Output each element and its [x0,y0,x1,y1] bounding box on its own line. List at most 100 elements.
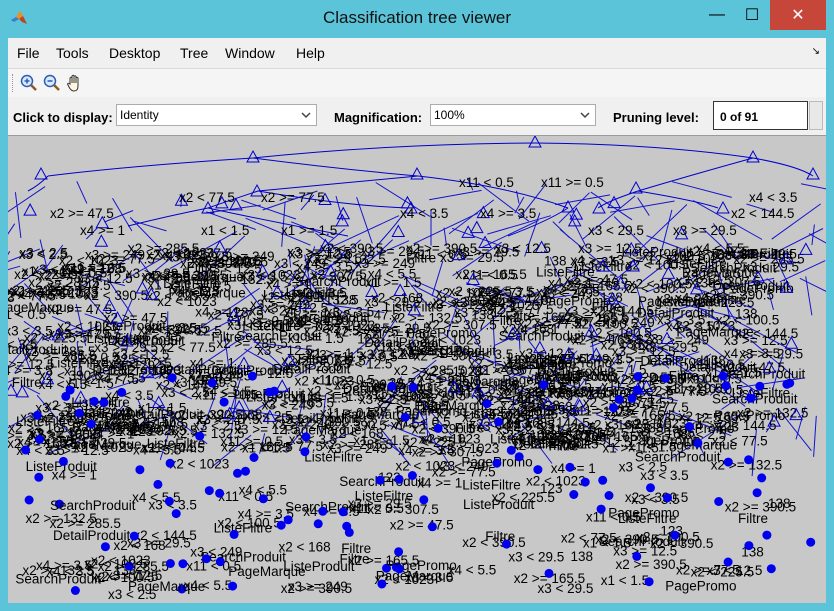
pan-hand-icon[interactable] [64,72,86,94]
split-node-icon[interactable] [471,384,486,397]
menu-tree[interactable]: Tree [180,45,209,61]
leaf-node-icon[interactable] [609,403,618,413]
leaf-node-icon[interactable] [746,393,756,403]
leaf-node-icon[interactable] [408,382,418,392]
split-node-icon[interactable] [229,197,243,211]
split-node-icon[interactable] [452,247,466,261]
leaf-node-icon[interactable] [215,488,225,498]
leaf-node-icon[interactable] [766,564,776,574]
leaf-node-icon[interactable] [394,547,404,557]
split-node-icon[interactable] [212,239,227,253]
split-node-icon[interactable] [779,280,794,293]
split-node-icon[interactable] [323,263,338,277]
leaf-node-icon[interactable] [744,455,754,465]
leaf-node-icon[interactable] [533,465,543,475]
leaf-node-icon[interactable] [178,559,188,569]
leaf-node-icon[interactable] [375,475,385,485]
title-bar[interactable]: Classification tree viewer — ☐ ✕ [0,0,834,38]
split-node-icon[interactable] [528,136,542,148]
leaf-node-icon[interactable] [387,381,397,391]
split-node-icon[interactable] [174,193,189,206]
split-node-icon[interactable] [110,311,125,324]
leaf-node-icon[interactable] [313,519,323,529]
close-button[interactable]: ✕ [770,0,826,30]
leaf-node-icon[interactable] [785,378,795,388]
split-node-icon[interactable] [94,234,109,247]
minimize-button[interactable]: — [709,6,725,23]
split-node-icon[interactable] [318,238,333,252]
split-node-icon[interactable] [607,195,621,209]
split-node-icon[interactable] [336,206,351,220]
leaf-node-icon[interactable] [247,371,257,381]
split-node-icon[interactable] [629,180,643,194]
split-node-icon[interactable] [661,266,676,279]
split-node-icon[interactable] [102,298,117,311]
leaf-node-icon[interactable] [269,386,279,396]
leaf-node-icon[interactable] [721,381,731,391]
leaf-node-icon[interactable] [318,506,328,516]
split-node-icon[interactable] [784,336,799,349]
leaf-node-icon[interactable] [195,431,205,441]
split-node-icon[interactable] [410,166,424,180]
menu-desktop[interactable]: Desktop [109,45,161,61]
split-node-icon[interactable] [226,308,241,322]
leaf-node-icon[interactable] [644,577,654,587]
split-node-icon[interactable] [215,195,229,209]
leaf-node-icon[interactable] [744,541,754,551]
leaf-node-icon[interactable] [723,557,733,567]
tree-canvas[interactable]: x2 >= 47.5 x3 < 249 x2 >= 165.5 x2 < 1023 x2… [8,136,826,603]
leaf-node-icon[interactable] [506,445,516,455]
leaf-node-icon[interactable] [201,554,211,564]
split-node-icon[interactable] [584,324,599,337]
split-node-icon[interactable] [246,149,260,163]
split-node-icon[interactable] [335,213,350,227]
leaf-node-icon[interactable] [99,398,109,408]
leaf-node-icon[interactable] [171,509,181,519]
split-node-icon[interactable] [716,200,730,214]
dock-arrow-icon[interactable]: ↘ [811,46,820,57]
split-node-icon[interactable] [51,327,66,341]
leaf-node-icon[interactable] [338,507,348,517]
split-node-icon[interactable] [476,205,491,219]
leaf-node-icon[interactable] [614,394,624,404]
leaf-node-icon[interactable] [219,397,229,407]
split-node-icon[interactable] [135,280,150,294]
leaf-node-icon[interactable] [646,483,655,493]
split-node-icon[interactable] [605,291,620,305]
leaf-node-icon[interactable] [502,539,511,549]
leaf-node-icon[interactable] [342,521,352,531]
leaf-node-icon[interactable] [482,399,492,409]
leaf-node-icon[interactable] [604,491,614,500]
split-node-icon[interactable] [447,380,462,393]
split-node-icon[interactable] [534,240,549,254]
menu-tools[interactable]: Tools [56,45,89,61]
leaf-node-icon[interactable] [757,473,767,483]
leaf-node-icon[interactable] [65,385,75,395]
split-node-icon[interactable] [318,192,332,206]
display-select[interactable]: Identity [116,104,317,126]
leaf-node-icon[interactable] [627,393,637,403]
leaf-node-icon[interactable] [204,486,214,496]
split-node-icon[interactable] [275,379,289,392]
split-node-icon[interactable] [592,200,606,214]
split-node-icon[interactable] [762,360,777,373]
leaf-node-icon[interactable] [35,434,44,444]
split-node-icon[interactable] [479,413,493,426]
pruning-level-field[interactable]: 0 of 91 [713,101,808,130]
leaf-node-icon[interactable] [382,563,391,573]
split-node-icon[interactable] [255,263,270,277]
split-node-icon[interactable] [567,213,582,227]
leaf-node-icon[interactable] [407,471,417,480]
leaf-node-icon[interactable] [164,496,174,506]
magnification-select[interactable]: 100% [430,104,596,126]
split-node-icon[interactable] [262,409,277,422]
split-node-icon[interactable] [767,414,781,427]
split-node-icon[interactable] [751,270,765,283]
leaf-node-icon[interactable] [806,537,816,547]
leaf-node-icon[interactable] [632,385,642,395]
split-node-icon[interactable] [8,383,18,396]
leaf-node-icon[interactable] [135,465,145,475]
leaf-node-icon[interactable] [165,458,175,468]
leaf-node-icon[interactable] [117,387,127,397]
split-node-icon[interactable] [806,166,820,180]
